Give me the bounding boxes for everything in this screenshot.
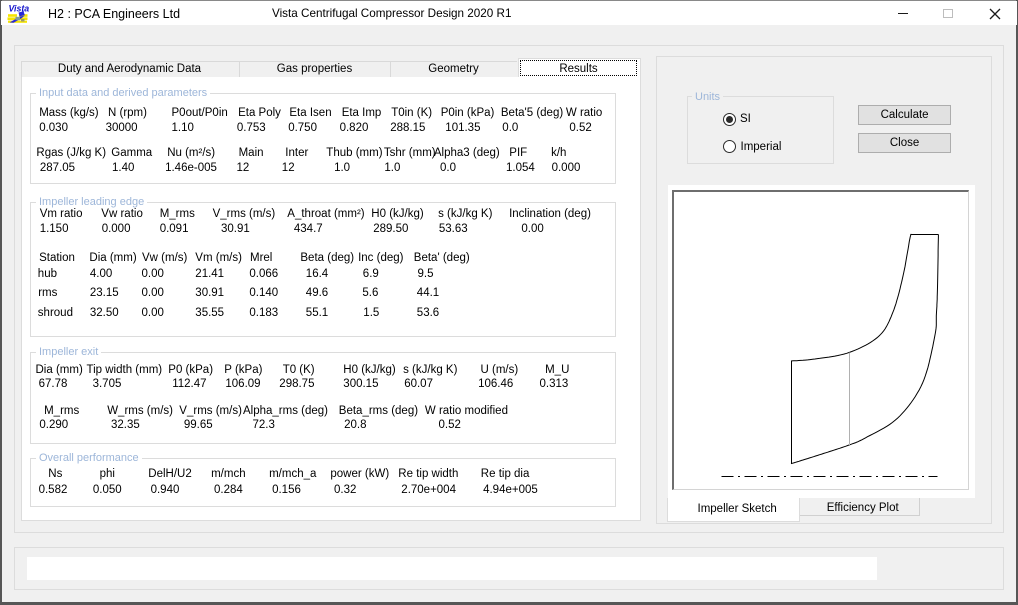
svg-text:Vista: Vista: [9, 4, 30, 14]
